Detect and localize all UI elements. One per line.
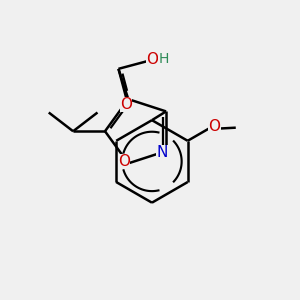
Text: H: H xyxy=(158,52,169,67)
Text: N: N xyxy=(157,146,168,160)
Text: O: O xyxy=(208,119,220,134)
Text: O: O xyxy=(118,154,130,169)
Text: O: O xyxy=(146,52,158,67)
Text: O: O xyxy=(120,97,132,112)
